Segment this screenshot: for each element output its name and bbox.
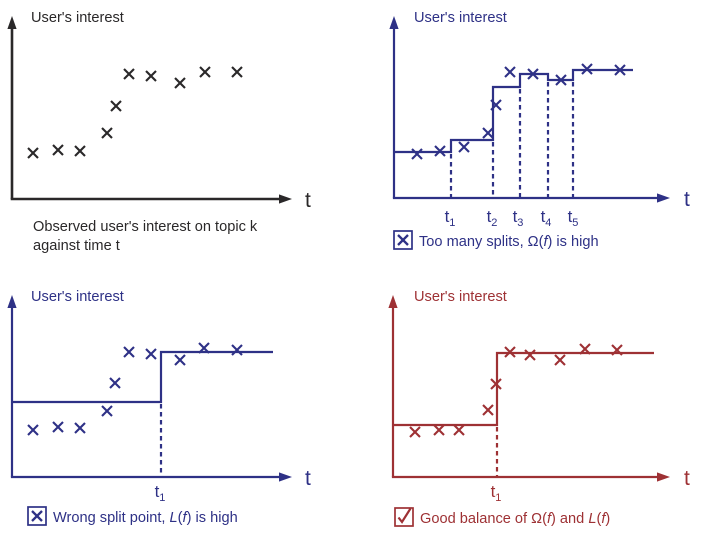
y-axis-label: User's interest: [31, 289, 124, 305]
panel-caption: Observed user's interest on topic k: [33, 219, 258, 235]
x-axis-label: t: [305, 467, 311, 490]
scatter-point-cross-icon: [198, 342, 210, 354]
scatter-point-cross-icon: [411, 148, 423, 160]
scatter-point-cross-icon: [434, 145, 446, 157]
split-label: t2: [487, 207, 498, 229]
scatter-point-cross-icon: [490, 99, 502, 111]
scatter-point-cross-icon: [504, 66, 516, 78]
scatter-point-cross-icon: [101, 127, 113, 139]
panel-good-balance: User's interest t t1 Good balance of Ω(f) a…: [352, 267, 703, 534]
panel-observed: User's interest t Observed user's interest…: [0, 0, 352, 267]
scatter-point-cross-icon: [27, 424, 39, 436]
scatter-point-cross-icon: [145, 70, 157, 82]
x-axis-arrow-icon: [279, 194, 292, 204]
scatter-point-cross-icon: [110, 100, 122, 112]
panel-too-many-splits: User's interest t t1 t2 t3 t4 t5 Too many split…: [352, 0, 703, 267]
scatter-point-cross-icon: [123, 68, 135, 80]
scatter-point-cross-icon: [433, 424, 445, 436]
split-label: t1: [445, 207, 456, 229]
checked-box-icon: [394, 507, 414, 527]
scatter-point-cross-icon: [174, 77, 186, 89]
scatter-point-cross-icon: [74, 145, 86, 157]
scatter-point-cross-icon: [145, 348, 157, 360]
scatter-point-cross-icon: [453, 424, 465, 436]
scatter-point-cross-icon: [231, 344, 243, 356]
step-function-line: [394, 68, 633, 154]
scatter-point-cross-icon: [581, 63, 593, 75]
x-axis-arrow-icon: [279, 472, 292, 482]
scatter-point-cross-icon: [27, 147, 39, 159]
split-label: t1: [155, 482, 166, 504]
chart-wrong-split-point: User's interest t t1 Wrong split point, L(f…: [7, 289, 311, 526]
scatter-point-cross-icon: [109, 377, 121, 389]
scatter-point-cross-icon: [490, 378, 502, 390]
step-function-line: [393, 351, 654, 427]
scatter-point-cross-icon: [231, 66, 243, 78]
scatter-point-cross-icon: [504, 346, 516, 358]
scatter-point-cross-icon: [614, 64, 626, 76]
scatter-point-cross-icon: [174, 354, 186, 366]
scatter-point-cross-icon: [579, 343, 591, 355]
x-axis-label: t: [305, 189, 311, 212]
y-axis-label: User's interest: [414, 10, 507, 26]
scatter-point-cross-icon: [524, 349, 536, 361]
scatter-point-cross-icon: [555, 74, 567, 86]
panel-caption: Wrong split point, L(f) is high: [53, 510, 238, 526]
y-axis-arrow-icon: [7, 295, 17, 308]
scatter-point-cross-icon: [199, 66, 211, 78]
panel-caption: Too many splits, Ω(f) is high: [419, 234, 599, 250]
chart-observed: User's interest t Observed user's interest…: [7, 10, 311, 254]
scatter-point-cross-icon: [458, 141, 470, 153]
scatter-point-cross-icon: [482, 404, 494, 416]
crossed-box-icon: [393, 230, 413, 250]
split-label: t5: [568, 207, 579, 229]
panel-caption: Good balance of Ω(f) and L(f): [420, 511, 610, 527]
chart-good-balance: User's interest t t1 Good balance of Ω(f) a…: [388, 289, 690, 527]
x-axis-label: t: [684, 188, 690, 211]
step-function-line: [12, 350, 273, 404]
scatter-point-cross-icon: [52, 421, 64, 433]
panel-caption: against time t: [33, 238, 120, 254]
scatter-point-cross-icon: [52, 144, 64, 156]
scatter-point-cross-icon: [554, 354, 566, 366]
y-axis-label: User's interest: [414, 289, 507, 305]
scatter-point-cross-icon: [482, 127, 494, 139]
y-axis-arrow-icon: [7, 16, 17, 29]
y-axis-arrow-icon: [388, 295, 398, 308]
scatter-point-cross-icon: [123, 346, 135, 358]
x-axis-arrow-icon: [657, 472, 670, 482]
split-label: t3: [513, 207, 524, 229]
scatter-point-cross-icon: [409, 426, 421, 438]
scatter-point-cross-icon: [527, 68, 539, 80]
scatter-point-cross-icon: [611, 344, 623, 356]
x-axis-arrow-icon: [657, 193, 670, 203]
y-axis-arrow-icon: [389, 16, 399, 29]
split-label: t4: [541, 207, 552, 229]
y-axis-label: User's interest: [31, 10, 124, 26]
crossed-box-icon: [27, 506, 47, 526]
scatter-point-cross-icon: [101, 405, 113, 417]
x-axis-label: t: [684, 467, 690, 490]
chart-too-many-splits: User's interest t t1 t2 t3 t4 t5 Too many split…: [389, 10, 690, 250]
panel-wrong-split-point: User's interest t t1 Wrong split point, L(f…: [0, 267, 352, 534]
split-label: t1: [491, 482, 502, 504]
scatter-point-cross-icon: [74, 422, 86, 434]
